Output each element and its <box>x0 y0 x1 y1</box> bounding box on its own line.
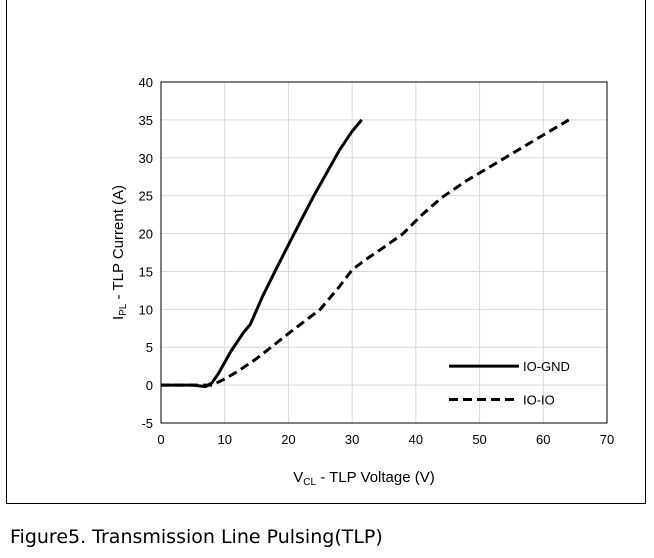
y-tick-label: 35 <box>139 113 153 128</box>
x-tick-label: 50 <box>472 432 486 447</box>
x-tick-label: 0 <box>157 432 164 447</box>
y-tick-label: 40 <box>139 75 153 90</box>
y-tick-label: -5 <box>141 416 153 431</box>
x-axis-label: VCL - TLP Voltage (V) <box>293 469 435 488</box>
series-line-io-io <box>161 118 570 387</box>
y-tick-label: 5 <box>146 340 153 355</box>
x-tick-label: 20 <box>281 432 295 447</box>
x-tick-label: 70 <box>600 432 614 447</box>
y-tick-labels: -5 0 5 10 15 20 25 30 35 40 <box>139 75 153 431</box>
y-tick-label: 20 <box>139 227 153 242</box>
series-line-io-gnd <box>161 118 363 389</box>
legend: IO-GND IO-IO <box>449 359 570 408</box>
figure-caption: Figure5. Transmission Line Pulsing(TLP) <box>10 526 383 548</box>
x-tick-label: 40 <box>409 432 423 447</box>
x-tick-label: 10 <box>217 432 231 447</box>
legend-label-io-gnd: IO-GND <box>523 359 570 374</box>
y-tick-label: 15 <box>139 264 153 279</box>
tlp-chart: 0 10 20 30 40 50 60 70 -5 0 5 10 15 20 25 30 35 40 IO-GN… <box>110 75 614 488</box>
y-tick-label: 30 <box>139 151 153 166</box>
y-axis-label: IPL - TLP Current (A) <box>110 185 129 320</box>
figure-frame: 0 10 20 30 40 50 60 70 -5 0 5 10 15 20 25 30 35 40 IO-GN… <box>6 0 646 504</box>
x-tick-label: 60 <box>536 432 550 447</box>
plot-area <box>160 81 608 424</box>
series-lines <box>161 118 570 389</box>
legend-label-io-io: IO-IO <box>523 393 555 408</box>
x-tick-labels: 0 10 20 30 40 50 60 70 <box>157 432 614 447</box>
y-tick-label: 0 <box>146 378 153 393</box>
y-tick-label: 10 <box>139 302 153 317</box>
y-tick-label: 25 <box>139 189 153 204</box>
x-tick-label: 30 <box>345 432 359 447</box>
